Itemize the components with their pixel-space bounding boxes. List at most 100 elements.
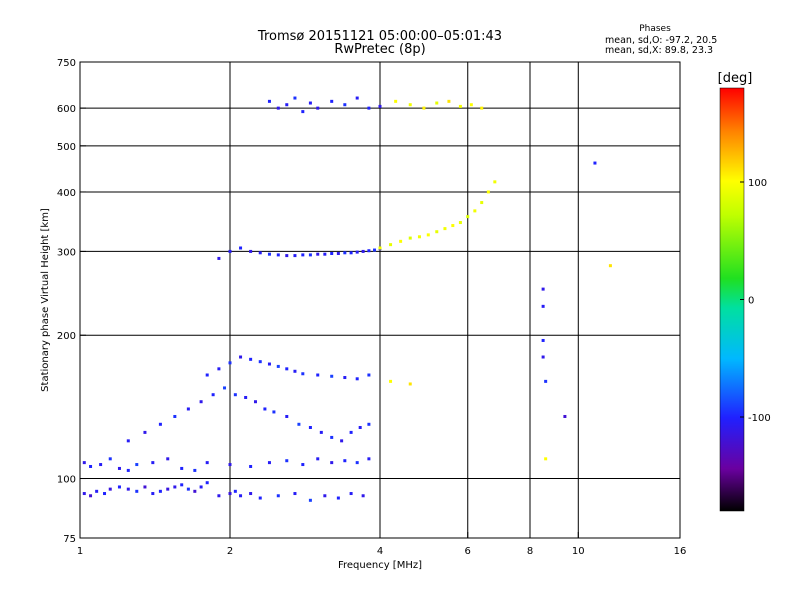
chart-title: Tromsø 20151121 05:00:00–05:01:43 <box>257 29 502 44</box>
x-tick-label: 8 <box>527 546 533 557</box>
y-tick-label: 400 <box>57 188 76 199</box>
data-point <box>316 373 320 377</box>
data-point <box>193 489 197 493</box>
data-point <box>166 457 170 461</box>
data-point <box>173 485 177 489</box>
data-point <box>285 254 289 258</box>
data-point <box>126 468 130 472</box>
x-tick-label: 10 <box>572 546 585 557</box>
data-point <box>267 362 271 366</box>
data-point <box>301 372 305 376</box>
y-tick-label: 100 <box>57 475 76 486</box>
data-point <box>486 190 490 194</box>
data-point <box>466 215 470 219</box>
data-point <box>158 489 162 493</box>
x-tick-label: 4 <box>377 546 383 557</box>
data-point <box>285 103 289 107</box>
data-point <box>308 101 312 105</box>
data-point <box>330 461 334 465</box>
data-point <box>95 489 99 493</box>
data-point <box>249 249 253 253</box>
x-tick-label: 16 <box>674 546 687 557</box>
data-point <box>343 251 347 255</box>
data-point <box>473 209 477 213</box>
data-point <box>263 407 267 411</box>
data-point <box>458 104 462 108</box>
data-point <box>563 414 567 418</box>
data-point <box>308 425 312 429</box>
data-point <box>361 249 365 253</box>
data-point <box>99 463 103 467</box>
data-point <box>82 461 86 465</box>
x-axis-ticks: 1 2 4 6 8 10 16 <box>77 532 687 557</box>
data-point <box>276 364 280 368</box>
data-point <box>193 468 197 472</box>
data-point <box>408 382 412 386</box>
data-point <box>323 494 327 498</box>
data-point <box>349 251 353 255</box>
data-point <box>343 459 347 463</box>
data-point <box>544 379 548 383</box>
data-point <box>293 492 297 496</box>
data-point <box>394 99 398 103</box>
data-point <box>108 457 112 461</box>
data-point <box>343 376 347 380</box>
data-point <box>355 96 359 100</box>
data-point <box>211 393 215 397</box>
data-point <box>217 494 221 498</box>
data-point <box>336 496 340 500</box>
colorbar-unit: [deg] <box>718 71 753 86</box>
data-point <box>117 466 121 470</box>
data-point <box>249 464 253 468</box>
data-point <box>267 461 271 465</box>
data-point <box>217 256 221 260</box>
y-tick-label: 300 <box>57 247 76 258</box>
data-point <box>233 489 237 493</box>
data-point <box>319 430 323 434</box>
data-point <box>308 253 312 257</box>
data-point <box>336 251 340 255</box>
data-point <box>469 103 473 107</box>
data-point <box>480 106 484 110</box>
data-point <box>199 485 203 489</box>
chart-subtitle: RwPretec (8p) <box>334 42 425 57</box>
data-point <box>367 249 371 253</box>
phases-heading: Phases <box>639 24 671 34</box>
y-tick-label: 500 <box>57 142 76 153</box>
colorbar-tick-label: -100 <box>748 413 771 424</box>
data-point <box>285 367 289 371</box>
data-point <box>435 101 439 105</box>
data-point <box>228 463 232 467</box>
data-point <box>330 435 334 439</box>
data-point <box>186 487 190 491</box>
data-point <box>367 106 371 110</box>
x-axis-label: Frequency [MHz] <box>338 560 422 571</box>
data-point <box>541 355 545 359</box>
data-point <box>267 252 271 256</box>
data-point <box>297 422 301 426</box>
y-axis-label: Stationary phase Virtual Height [km] <box>40 208 51 392</box>
colorbar-tick-label: 0 <box>748 296 754 307</box>
data-point <box>293 254 297 258</box>
data-point <box>108 487 112 491</box>
data-point <box>361 494 365 498</box>
data-point <box>205 461 209 465</box>
y-axis-ticks: 75 100 200 300 400 500 600 750 <box>57 58 86 545</box>
data-point <box>330 99 334 103</box>
data-point <box>355 250 359 254</box>
data-point <box>258 251 262 255</box>
data-point <box>126 439 130 443</box>
data-point <box>103 492 107 496</box>
plot-grid <box>80 62 680 538</box>
data-point <box>493 180 497 184</box>
data-point <box>422 106 426 110</box>
data-point <box>451 224 455 228</box>
data-point <box>180 483 184 487</box>
data-point <box>199 400 203 404</box>
data-point <box>258 496 262 500</box>
y-tick-label: 200 <box>57 331 76 342</box>
data-point <box>143 430 147 434</box>
data-point <box>89 494 93 498</box>
data-point <box>135 489 139 493</box>
phases-x-stats: mean, sd,X: 89.8, 23.3 <box>605 45 713 56</box>
